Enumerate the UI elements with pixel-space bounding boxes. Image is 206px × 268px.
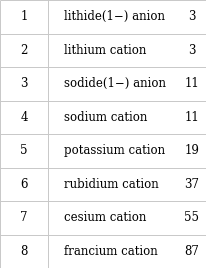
Text: 5: 5 <box>20 144 28 157</box>
Text: sodide(1−) anion: sodide(1−) anion <box>64 77 166 90</box>
Text: 1: 1 <box>20 10 28 23</box>
Text: 3: 3 <box>188 10 195 23</box>
Text: rubidium cation: rubidium cation <box>64 178 159 191</box>
Text: 87: 87 <box>184 245 199 258</box>
Text: 6: 6 <box>20 178 28 191</box>
Text: sodium cation: sodium cation <box>64 111 147 124</box>
Text: 3: 3 <box>188 44 195 57</box>
Text: 11: 11 <box>184 111 199 124</box>
Text: 8: 8 <box>20 245 28 258</box>
Text: 37: 37 <box>184 178 199 191</box>
Text: lithide(1−) anion: lithide(1−) anion <box>64 10 165 23</box>
Text: 4: 4 <box>20 111 28 124</box>
Text: 19: 19 <box>184 144 199 157</box>
Text: lithium cation: lithium cation <box>64 44 146 57</box>
Text: 55: 55 <box>184 211 199 224</box>
Text: 2: 2 <box>20 44 28 57</box>
Text: 3: 3 <box>20 77 28 90</box>
Text: 11: 11 <box>184 77 199 90</box>
Text: francium cation: francium cation <box>64 245 158 258</box>
Text: potassium cation: potassium cation <box>64 144 165 157</box>
Text: cesium cation: cesium cation <box>64 211 146 224</box>
Text: 7: 7 <box>20 211 28 224</box>
